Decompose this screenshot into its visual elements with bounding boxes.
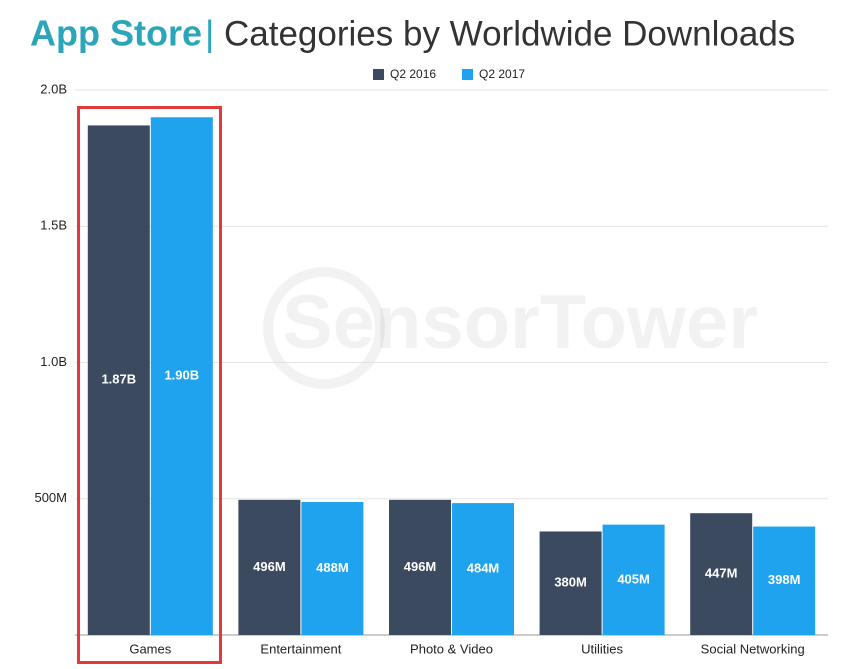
bar <box>301 502 364 635</box>
y-tick-label: 1.0B <box>40 354 67 369</box>
highlight-box <box>77 106 222 664</box>
legend-label: Q2 2017 <box>479 67 525 81</box>
x-tick-label: Photo & Video <box>410 641 493 656</box>
value-label: 496M <box>404 559 437 574</box>
watermark-logo <box>263 267 385 389</box>
x-tick-label: Games <box>129 641 171 656</box>
bar <box>87 125 150 636</box>
value-label: 447M <box>705 566 738 581</box>
value-label: 484M <box>467 560 500 575</box>
value-label: 398M <box>768 572 801 587</box>
plot-area: 500M 1.0B 1.5B 2.0B Q2 2016 Q2 2017 Games 1.87B… <box>34 67 828 656</box>
bar <box>602 524 665 635</box>
bar <box>452 503 514 635</box>
watermark: SensorTower <box>282 280 758 365</box>
legend-swatch <box>373 69 384 80</box>
y-tick-label: 2.0B <box>40 81 67 96</box>
value-label: 488M <box>316 560 349 575</box>
bar <box>150 117 213 635</box>
title-brand: App Store <box>30 13 202 54</box>
y-tick-label: 500M <box>34 490 67 505</box>
bar <box>389 499 451 635</box>
value-label: 496M <box>253 559 286 574</box>
value-label: 380M <box>554 575 587 590</box>
bar <box>690 513 753 635</box>
x-tick-label: Entertainment <box>260 641 341 656</box>
value-label: 405M <box>617 571 650 586</box>
y-tick-label: 1.5B <box>40 218 67 233</box>
legend-swatch <box>462 69 473 80</box>
bar <box>539 531 602 635</box>
legend-label: Q2 2016 <box>390 67 436 81</box>
x-tick-label: Social Networking <box>701 641 805 656</box>
chart-title: Categories by Worldwide Downloads <box>224 14 795 53</box>
bar <box>238 499 301 635</box>
x-tick-label: Utilities <box>581 641 623 656</box>
title-separator: | <box>205 13 214 54</box>
value-label: 1.90B <box>164 368 199 383</box>
value-label: 1.87B <box>101 372 136 387</box>
bar <box>753 526 816 635</box>
